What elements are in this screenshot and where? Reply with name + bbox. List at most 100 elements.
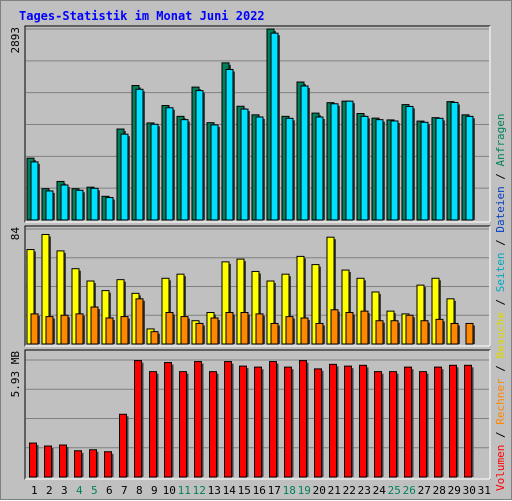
x-tick-label: 19 — [298, 484, 311, 497]
x-tick-label: 30 — [463, 484, 476, 497]
bar-rechner-20 — [315, 322, 324, 345]
bar-rechner-28 — [435, 318, 444, 345]
bar-rechner-5 — [90, 306, 99, 345]
chart-title: Tages-Statistik im Monat Juni 2022 — [19, 9, 265, 23]
x-tick-label: 15 — [238, 484, 251, 497]
legend-entry: / — [494, 233, 507, 253]
bar-rechner-22 — [345, 312, 354, 345]
x-tick-label: 23 — [358, 484, 371, 497]
bar-rechner-16 — [255, 313, 264, 345]
bar-seiten-27 — [420, 121, 429, 221]
bar-volumen-18 — [284, 366, 292, 478]
bar-rechner-2 — [45, 316, 54, 345]
bar-rechner-1 — [30, 313, 39, 345]
bar-rechner-3 — [60, 314, 69, 345]
bar-rechner-8 — [135, 298, 144, 345]
bar-volumen-20 — [314, 368, 322, 478]
bar-volumen-25 — [389, 371, 397, 478]
bar-volumen-27 — [419, 371, 427, 478]
x-tick-label: 1 — [31, 484, 38, 497]
bar-rechner-17 — [270, 322, 279, 345]
x-tick-label: 12 — [193, 484, 206, 497]
bar-rechner-27 — [420, 320, 429, 345]
bar-volumen-11 — [179, 371, 187, 478]
bar-seiten-10 — [165, 107, 174, 221]
x-tick-label: 18 — [283, 484, 296, 497]
bar-volumen-1 — [29, 442, 37, 478]
x-tick-label: 27 — [418, 484, 431, 497]
bar-seiten-13 — [210, 124, 219, 221]
bar-seiten-26 — [405, 105, 414, 221]
chart-panels: 2893 84 5.93 MB — [9, 25, 491, 480]
legend-entry: / — [494, 359, 507, 379]
bar-rechner-12 — [195, 322, 204, 345]
x-tick-label: 21 — [328, 484, 341, 497]
x-tick-label: 28 — [433, 484, 446, 497]
series-seiten — [30, 32, 475, 221]
bar-volumen-12 — [194, 361, 202, 478]
bar-seiten-14 — [225, 68, 234, 221]
bar-seiten-7 — [120, 133, 129, 221]
bar-rechner-7 — [120, 316, 129, 345]
x-tick-label: 6 — [106, 484, 113, 497]
bar-seiten-20 — [315, 116, 324, 221]
x-tick-label: 14 — [223, 484, 237, 497]
series-volumen — [29, 360, 474, 478]
bar-volumen-7 — [119, 413, 127, 478]
bar-rechner-29 — [450, 322, 459, 345]
legend-entry: Volumen — [494, 445, 507, 491]
bar-rechner-14 — [225, 312, 234, 345]
panel-requests: 2893 — [9, 25, 491, 223]
bar-seiten-1 — [30, 161, 39, 221]
bar-volumen-19 — [299, 360, 307, 478]
x-tick-label: 31 — [478, 484, 491, 497]
x-tick-label: 25 — [388, 484, 401, 497]
bar-seiten-16 — [255, 116, 264, 221]
bar-volumen-3 — [59, 444, 67, 478]
legend: Volumen / Rechner / Besuche / Seiten / D… — [494, 113, 507, 491]
x-axis-labels: 1 2 3 4 5 6 7 8 9 10 11 12 13 14 15 16 17 18 19 20 21 22 23 24 2… — [31, 484, 491, 497]
legend-entry: Seiten — [494, 253, 507, 293]
bar-volumen-29 — [449, 364, 457, 478]
bar-volumen-4 — [74, 450, 82, 478]
bar-seiten-17 — [270, 32, 279, 221]
x-tick-label: 11 — [178, 484, 191, 497]
x-tick-label: 5 — [91, 484, 98, 497]
bar-rechner-26 — [405, 314, 414, 345]
bar-seiten-23 — [360, 115, 369, 221]
bar-seiten-30 — [465, 115, 474, 221]
series-rechner — [30, 298, 475, 345]
bar-seiten-22 — [345, 100, 354, 221]
bar-seiten-21 — [330, 103, 339, 221]
bar-rechner-6 — [105, 317, 114, 345]
bar-volumen-23 — [359, 364, 367, 478]
bar-volumen-6 — [104, 451, 112, 478]
bar-rechner-30 — [465, 322, 474, 345]
bar-seiten-4 — [75, 189, 84, 221]
bar-volumen-15 — [239, 365, 247, 478]
panel-visits: 84 — [9, 225, 491, 347]
bar-volumen-24 — [374, 371, 382, 478]
x-tick-label: 2 — [46, 484, 53, 497]
bar-seiten-5 — [90, 187, 99, 221]
bar-rechner-24 — [375, 320, 384, 345]
y-axis-max-label: 84 — [9, 227, 22, 241]
x-tick-label: 9 — [151, 484, 158, 497]
bar-volumen-16 — [254, 366, 262, 478]
bar-rechner-25 — [390, 320, 399, 345]
x-tick-label: 7 — [121, 484, 128, 497]
x-tick-label: 24 — [373, 484, 387, 497]
bar-seiten-6 — [105, 197, 114, 221]
x-tick-label: 22 — [343, 484, 356, 497]
bar-rechner-13 — [210, 317, 219, 345]
x-tick-label: 16 — [253, 484, 266, 497]
bar-volumen-13 — [209, 371, 217, 478]
bar-volumen-2 — [44, 445, 52, 478]
x-tick-label: 3 — [61, 484, 68, 497]
x-tick-label: 29 — [448, 484, 461, 497]
bar-volumen-17 — [269, 361, 277, 478]
bar-volumen-28 — [434, 366, 442, 478]
bar-volumen-5 — [89, 449, 97, 478]
x-tick-label: 17 — [268, 484, 281, 497]
